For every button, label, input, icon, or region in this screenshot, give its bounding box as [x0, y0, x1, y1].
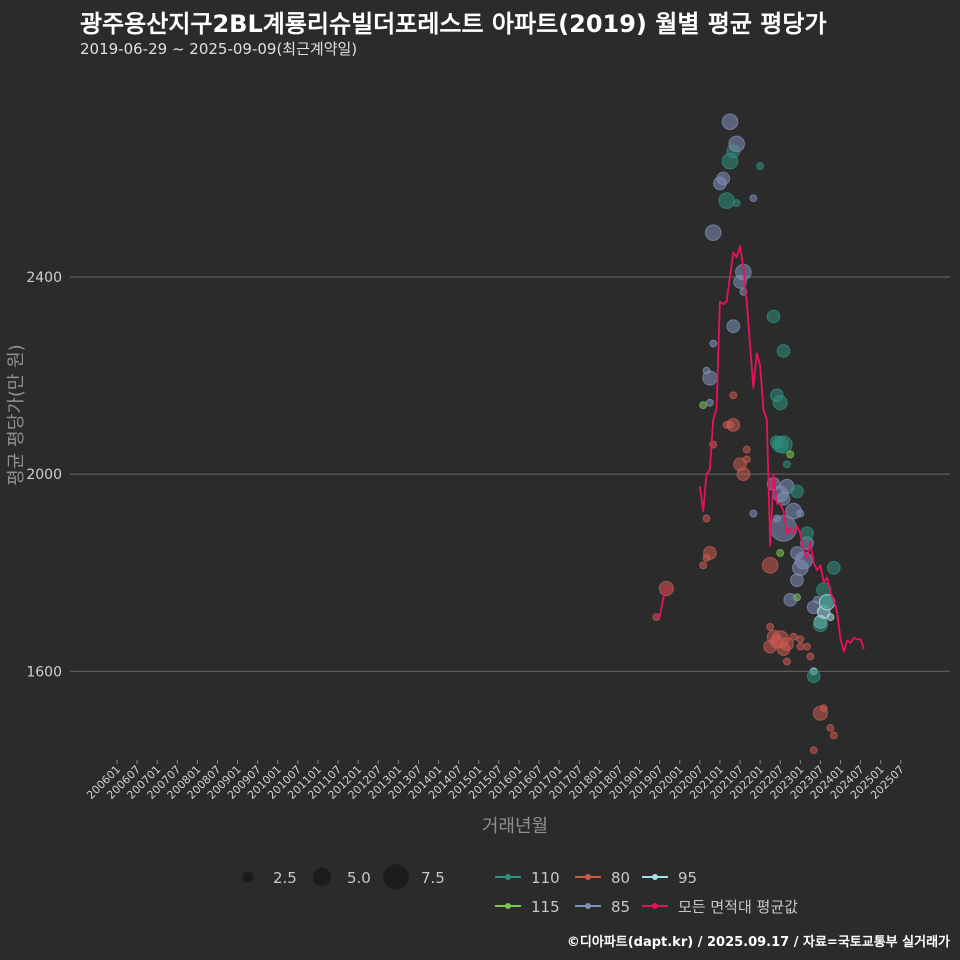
legend-size-dot-0	[242, 871, 254, 883]
legend-key-dot-4	[585, 903, 591, 909]
data-point-110-36	[766, 309, 781, 324]
average-line-segment-1	[698, 245, 865, 653]
legend-size-label-2: 7.5	[421, 869, 445, 887]
data-point-110-19	[732, 199, 741, 208]
data-point-115-52	[786, 450, 795, 459]
data-point-85-20	[704, 224, 722, 241]
data-point-115-51	[776, 549, 785, 557]
data-point-80-32	[742, 445, 751, 454]
data-point-80-91	[819, 704, 828, 713]
data-point-95-87	[826, 613, 835, 622]
legend-key-dot-1	[585, 874, 591, 880]
data-point-80-75	[803, 642, 811, 651]
data-point-85-50	[749, 509, 758, 518]
data-point-110-60	[800, 526, 814, 541]
average-line-group	[656, 245, 865, 653]
data-point-85-63	[783, 592, 798, 607]
x-axis-title: 거래년월	[482, 816, 548, 837]
data-point-85-49	[772, 514, 781, 523]
data-point-85-34	[749, 194, 758, 203]
data-point-115-2	[699, 401, 708, 410]
data-point-80-30	[736, 467, 751, 481]
data-point-80-31	[742, 455, 751, 464]
legend-key-label-3: 115	[531, 898, 560, 916]
legend-key-label-5: 모든 면적대 평균값	[678, 898, 798, 916]
chart-subtitle: 2019-06-29 ~ 2025-09-09(최근계약일)	[80, 40, 358, 58]
data-point-85-13	[716, 171, 731, 186]
legend-size-dot-2	[383, 864, 409, 890]
source-credit: ©디아파트(dapt.kr) / 2025.09.17 / 자료=국토교통부 실…	[566, 935, 950, 950]
data-point-80-74	[796, 635, 805, 644]
data-point-85-6	[709, 339, 718, 348]
data-point-110-78	[806, 669, 821, 684]
legend-key-dot-2	[652, 874, 658, 880]
data-point-110-33	[756, 162, 765, 171]
legend-size-dot-1	[312, 867, 332, 887]
data-point-85-58	[794, 551, 813, 570]
data-point-80-64	[766, 622, 775, 631]
average-line-segment-0	[656, 586, 670, 618]
legend-size-label-1: 5.0	[347, 869, 371, 887]
legend-size-label-0: 2.5	[273, 869, 297, 887]
data-point-85-18	[728, 135, 745, 153]
data-point-110-39	[776, 344, 791, 358]
y-axis-title: 평균 평당가(만 원)	[6, 344, 27, 485]
data-point-85-55	[796, 509, 805, 518]
data-point-80-27	[726, 418, 741, 432]
data-point-80-73	[796, 642, 805, 651]
data-point-110-42	[770, 435, 784, 449]
legend-key-label-4: 85	[611, 898, 630, 916]
y-tick-label-0: 1600	[26, 664, 62, 680]
data-point-80-10	[703, 546, 717, 560]
data-point-80-92	[826, 724, 835, 732]
chart-title: 광주용산지구2BL계룡리슈빌더포레스트 아파트(2019) 월별 평균 평당가	[80, 10, 827, 38]
data-point-80-89	[809, 746, 818, 755]
data-point-85-61	[790, 573, 804, 587]
data-point-110-54	[790, 484, 804, 499]
data-point-110-14	[718, 192, 735, 209]
data-point-110-82	[812, 616, 828, 633]
data-point-110-38	[772, 395, 788, 411]
legend-key-label-2: 95	[678, 869, 697, 887]
data-point-85-4	[702, 370, 718, 386]
data-point-80-72	[789, 632, 798, 641]
legend-key-dot-5	[652, 903, 658, 909]
legend: 2.5 5.0 7.5 110 80 95 115 85 모든 면적대 평균값	[242, 864, 798, 916]
y-axis-ticks: 1600 2000 2400	[26, 270, 62, 680]
data-point-110-53	[782, 460, 791, 469]
data-point-85-5	[705, 398, 714, 407]
data-point-80-11	[702, 514, 711, 523]
legend-key-label-0: 110	[531, 869, 560, 887]
data-point-80-28	[729, 391, 738, 400]
data-point-80-71	[782, 657, 791, 666]
legend-key-label-1: 80	[611, 869, 630, 887]
data-point-80-76	[806, 652, 815, 661]
legend-key-dot-3	[505, 903, 511, 909]
data-point-85-24	[726, 319, 741, 334]
data-point-80-93	[829, 731, 838, 740]
legend-key-dot-0	[505, 874, 511, 880]
data-point-110-88	[826, 560, 841, 575]
grid-lines	[70, 276, 950, 672]
y-tick-label-1: 2000	[26, 467, 62, 483]
data-point-85-16	[721, 113, 739, 131]
y-tick-label-2: 2400	[26, 270, 62, 286]
data-point-110-86	[820, 595, 834, 610]
data-point-80-8	[699, 561, 708, 570]
data-point-80-70	[780, 637, 794, 652]
x-axis-ticks: 2006012006072007012007072008012008072009…	[84, 760, 907, 802]
scatter-points	[652, 113, 841, 755]
data-point-80-35	[761, 557, 779, 574]
